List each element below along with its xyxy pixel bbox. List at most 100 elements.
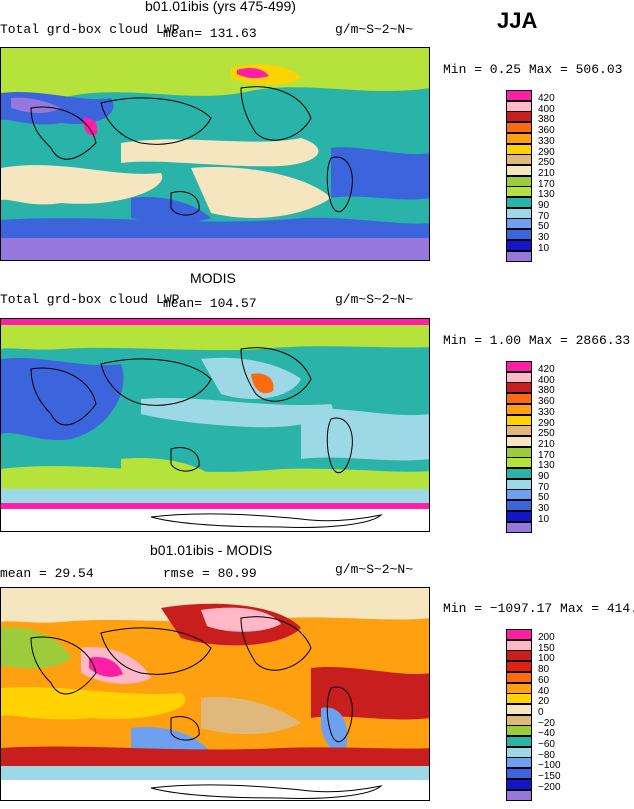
legend-swatch	[506, 218, 532, 230]
legend-swatch	[506, 361, 532, 372]
legend-label: 40	[538, 685, 550, 697]
legend-swatch	[506, 789, 532, 801]
legend-swatch	[506, 446, 532, 458]
panel-2-variable-label: Total grd-box cloud LWP	[0, 292, 180, 307]
legend-label: 400	[538, 103, 555, 115]
legend-label: 290	[538, 417, 555, 429]
legend-swatch	[506, 239, 532, 251]
season-label: JJA	[497, 8, 538, 33]
legend-swatch	[506, 393, 532, 405]
legend-label: 170	[538, 449, 555, 461]
legend-swatch	[506, 122, 532, 134]
legend-label: −150	[538, 771, 561, 783]
panel-1-minmax: Min = 0.25 Max = 506.03	[443, 62, 623, 77]
legend-swatch	[506, 693, 532, 705]
legend-swatch	[506, 489, 532, 501]
panel-3-minmax: Min = −1097.17 Max = 414.34	[443, 601, 634, 616]
legend-swatch	[506, 510, 532, 522]
legend-swatch	[506, 403, 532, 415]
legend-label: 420	[538, 93, 555, 104]
legend-swatch	[506, 629, 532, 640]
legend-label: −80	[538, 749, 555, 761]
legend-swatch	[506, 661, 532, 673]
panel-1-title: b01.01ibis (yrs 475-499)	[145, 0, 296, 14]
panel-1-units: g/m~S~2~N~	[335, 22, 414, 37]
panel-2-legend: 420 400 380 360 330 290 250 210 170 130 90 70 50 30 10	[506, 361, 586, 541]
legend-swatch	[506, 521, 532, 533]
legend-label: 50	[538, 221, 550, 233]
legend-swatch	[506, 650, 532, 662]
legend-label: 90	[538, 200, 550, 211]
panel-2-title: MODIS	[190, 270, 236, 286]
panel-3-title: b01.01ibis - MODIS	[150, 542, 273, 558]
legend-swatch	[506, 639, 532, 651]
legend-label: 30	[538, 232, 550, 244]
legend-swatch	[506, 382, 532, 394]
legend-swatch	[506, 132, 532, 144]
legend-label: −100	[538, 760, 561, 772]
legend-label: 30	[538, 503, 550, 515]
legend-swatch	[506, 778, 532, 790]
legend-swatch	[506, 682, 532, 694]
legend-label: 290	[538, 146, 555, 158]
legend-label: 250	[538, 157, 555, 169]
legend-swatch	[506, 229, 532, 241]
legend-label: 360	[538, 396, 555, 408]
legend-swatch	[506, 435, 532, 447]
legend-label: 50	[538, 492, 550, 504]
legend-label: 20	[538, 696, 550, 708]
legend-swatch	[506, 175, 532, 187]
legend-label: 90	[538, 471, 550, 482]
legend-label: 210	[538, 438, 555, 450]
legend-label: −40	[538, 728, 555, 740]
legend-swatch	[506, 164, 532, 176]
legend-swatch	[506, 207, 532, 219]
panel-3-units: g/m~S~2~N~	[335, 562, 414, 577]
legend-label: 130	[538, 189, 555, 201]
legend-label: 380	[538, 114, 555, 126]
panel-3-legend: 200 150 100 80 60 40 20 0 −20 −40 −60 −80 −100 −150 −2…	[506, 629, 586, 809]
legend-swatch	[506, 714, 532, 726]
legend-swatch	[506, 457, 532, 469]
legend-swatch	[506, 143, 532, 155]
legend-swatch	[506, 250, 532, 262]
legend-label: 60	[538, 674, 550, 686]
legend-label: −20	[538, 717, 555, 729]
panel-3-rmse: rmse = 80.99	[163, 566, 257, 581]
legend-label: 360	[538, 125, 555, 137]
legend-swatch	[506, 186, 532, 198]
legend-swatch	[506, 736, 532, 747]
legend-label: 80	[538, 664, 550, 676]
legend-label: 210	[538, 167, 555, 179]
legend-label: 250	[538, 428, 555, 440]
legend-label: 10	[538, 513, 550, 525]
legend-swatch	[506, 414, 532, 426]
legend-label: 150	[538, 642, 555, 654]
legend-label: 100	[538, 653, 555, 665]
legend-swatch	[506, 746, 532, 758]
legend-swatch	[506, 671, 532, 683]
panel-1-mean: mean= 131.63	[163, 26, 257, 41]
legend-swatch	[506, 768, 532, 780]
panel-2-mean: mean= 104.57	[163, 296, 257, 311]
panel-2-units: g/m~S~2~N~	[335, 292, 414, 307]
legend-swatch	[506, 478, 532, 490]
legend-label: 380	[538, 385, 555, 397]
legend-swatch	[506, 197, 532, 208]
legend-swatch	[506, 425, 532, 437]
legend-swatch	[506, 500, 532, 512]
legend-swatch	[506, 111, 532, 123]
panel-1-legend: 420 400 380 360 330 290 250 210 170 130 90 70 50 30 10	[506, 90, 586, 270]
legend-swatch	[506, 703, 532, 715]
legend-label: −200	[538, 781, 561, 793]
panel-2-minmax: Min = 1.00 Max = 2866.33	[443, 333, 631, 348]
legend-label: 0	[538, 706, 544, 718]
legend-swatch	[506, 90, 532, 101]
legend-swatch	[506, 100, 532, 112]
legend-swatch	[506, 757, 532, 769]
legend-label: 200	[538, 632, 555, 643]
panel-1-variable-label: Total grd-box cloud LWP	[0, 22, 180, 37]
panel-1-map	[0, 47, 430, 261]
legend-label: 400	[538, 374, 555, 386]
legend-label: 70	[538, 481, 550, 493]
